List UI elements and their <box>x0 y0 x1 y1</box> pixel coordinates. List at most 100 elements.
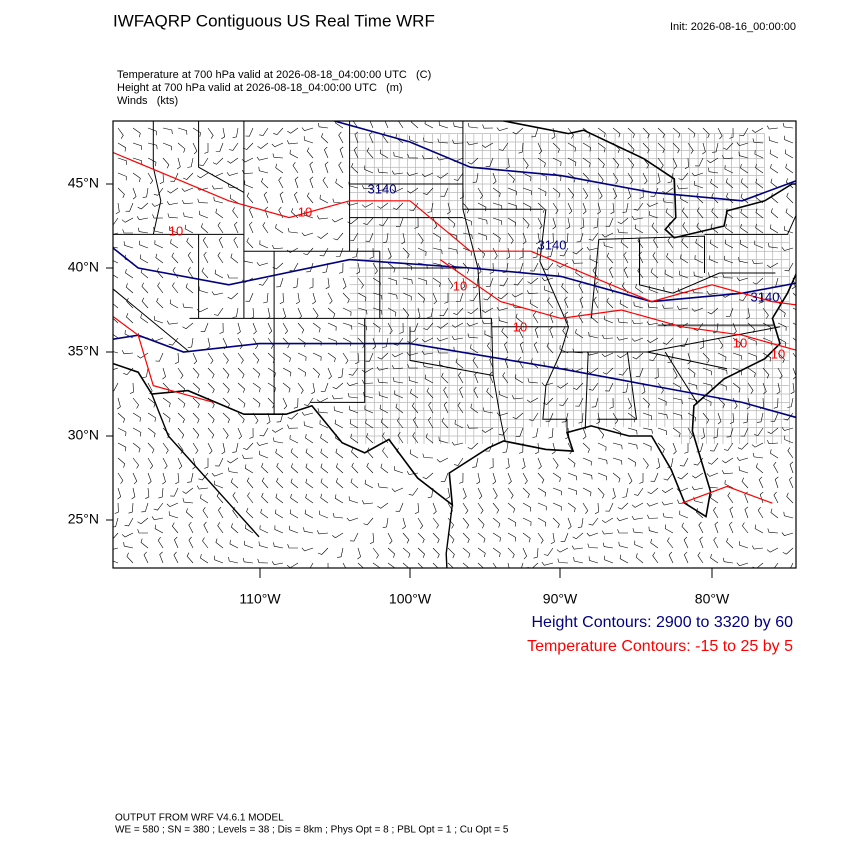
county-line <box>557 402 566 411</box>
wind-barb <box>369 131 374 144</box>
county-line <box>565 351 574 360</box>
wind-barb <box>250 307 255 320</box>
county-line <box>715 435 724 444</box>
county-line <box>391 167 400 176</box>
county-line <box>598 209 607 218</box>
county-line <box>698 217 707 226</box>
lat-label: 45°N <box>68 175 99 191</box>
wind-barb <box>411 402 419 414</box>
wind-barb <box>676 185 689 190</box>
wind-barb <box>286 140 299 145</box>
county-line <box>607 309 616 318</box>
wind-barb <box>789 476 794 489</box>
county-line <box>499 343 508 352</box>
county-line <box>374 167 383 176</box>
wind-barb <box>425 433 434 444</box>
wind-barb <box>303 527 314 534</box>
county-line <box>366 410 375 419</box>
wind-barb <box>529 412 539 421</box>
wind-barb <box>677 472 689 480</box>
county-line <box>615 242 624 251</box>
county-line <box>349 326 358 335</box>
county-line <box>739 225 749 234</box>
county-line <box>598 385 607 394</box>
county-line <box>449 435 458 444</box>
axis-ticks <box>106 183 713 578</box>
county-line <box>590 167 599 176</box>
wind-barb <box>372 307 383 315</box>
wind-barb <box>113 517 119 528</box>
wind-barb <box>382 132 389 144</box>
wind-barb <box>337 547 344 558</box>
county-line <box>632 351 641 360</box>
wind-barb <box>379 404 389 414</box>
county-line <box>640 335 649 344</box>
wind-barb <box>132 442 141 453</box>
county-line <box>573 410 582 419</box>
county-line <box>706 217 715 226</box>
county-line <box>648 410 657 419</box>
county-line <box>698 251 707 260</box>
county-line <box>432 225 441 234</box>
wind-barb <box>393 377 404 384</box>
county-line <box>706 360 715 369</box>
county-line <box>748 133 757 142</box>
wind-barb <box>342 322 353 330</box>
wind-barb <box>342 337 352 347</box>
county-line <box>349 293 358 302</box>
county-line <box>532 175 541 184</box>
wind-barb <box>681 237 689 249</box>
wind-barb <box>767 439 779 445</box>
wind-barb <box>177 457 183 470</box>
county-line <box>432 276 441 285</box>
county-line <box>548 318 558 327</box>
county-line <box>673 133 682 142</box>
county-line <box>391 385 400 394</box>
county-line <box>607 217 616 226</box>
county-line <box>407 427 416 436</box>
county-line <box>449 385 458 394</box>
county-line <box>673 158 682 167</box>
wind-barb <box>182 303 194 309</box>
county-line <box>524 284 533 293</box>
wind-barb <box>666 252 674 264</box>
wind-barb <box>729 412 734 424</box>
county-line <box>690 225 699 234</box>
county-line <box>648 225 657 234</box>
county-line <box>515 175 524 184</box>
wind-barb <box>766 262 779 268</box>
county-line <box>706 368 715 377</box>
wind-barb <box>199 210 209 219</box>
wind-barb <box>408 487 419 496</box>
wind-barb <box>407 337 419 344</box>
county-line <box>507 393 516 402</box>
wind-barb <box>467 307 479 315</box>
county-line <box>432 377 441 386</box>
county-line <box>357 234 367 243</box>
county-line <box>441 360 450 369</box>
county-line <box>441 293 450 302</box>
wind-barb <box>141 502 149 513</box>
county-line <box>490 368 499 377</box>
county-line <box>499 158 508 167</box>
county-line <box>615 259 624 268</box>
county-line <box>432 318 441 327</box>
wind-barb <box>741 477 749 489</box>
wind-barb <box>297 367 307 377</box>
field-label: Temperature at 700 hPa valid at 2026-08-… <box>117 69 431 81</box>
wind-barb <box>453 172 464 181</box>
wind-barb <box>113 246 119 249</box>
wind-barb <box>511 395 524 400</box>
wind-barb <box>322 262 329 273</box>
wind-barb <box>507 532 517 542</box>
county-line <box>640 276 649 285</box>
county-line <box>441 301 450 310</box>
wind-barb <box>140 313 149 324</box>
county-line <box>739 368 749 377</box>
county-line <box>499 427 508 436</box>
county-line <box>374 309 383 318</box>
wind-barb <box>672 397 683 405</box>
wind-barb <box>498 427 509 436</box>
county-line <box>515 410 524 419</box>
wind-barb <box>566 217 571 230</box>
